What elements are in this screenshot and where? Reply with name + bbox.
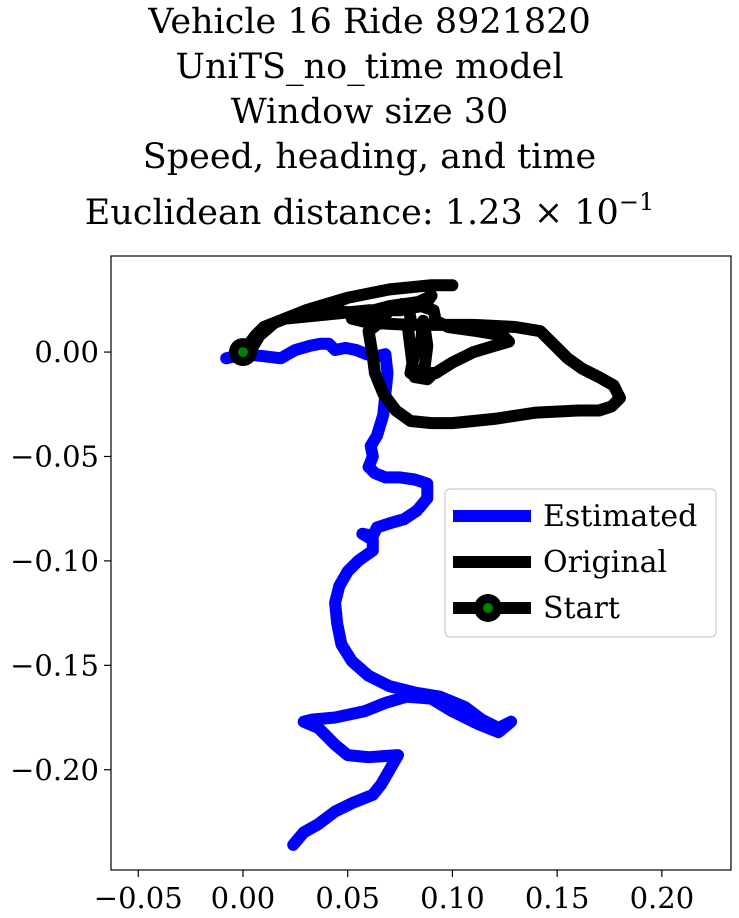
x-tick-label: −0.05 [94,881,183,915]
x-tick-label: 0.15 [525,881,590,915]
x-tick-label: 0.00 [211,881,276,915]
y-tick-label: −0.10 [10,544,99,578]
x-tick-label: 0.20 [630,881,695,915]
legend-start-marker-center [483,603,493,613]
chart-title: Vehicle 16 Ride 8921820 UniTS_no_time mo… [0,0,739,236]
title-line-2: UniTS_no_time model [175,47,564,87]
ticks-layer: −0.05 0.00 0.05 0.10 0.15 0.20 0.00 −0.05 −0.10 −… [10,335,694,915]
y-tick-label: 0.00 [34,335,99,369]
title-line-5: Euclidean distance: 1.23 × 10−1 [0,180,739,236]
title-line-1: Vehicle 16 Ride 8921820 [148,2,591,42]
y-tick-label: −0.05 [10,439,99,473]
y-tick-label: −0.20 [10,753,99,787]
start-marker-center [237,347,248,358]
legend-box [444,488,717,638]
legend-label-original: Original [543,545,667,580]
legend-label-estimated: Estimated [543,499,697,534]
legend: Estimated Original Start [444,488,717,638]
plot-frame [110,255,732,871]
x-tick-label: 0.10 [420,881,485,915]
title-line-5-exponent: −1 [618,188,655,216]
legend-label-start: Start [543,591,620,626]
series-layer [220,279,626,851]
start-layer [228,338,257,367]
y-tick-label: −0.15 [10,648,99,682]
title-line-5-text: Euclidean distance: 1.23 × 10 [84,193,619,233]
x-tick-label: 0.05 [315,881,380,915]
series-line-original [237,279,626,430]
title-line-4: Speed, heading, and time [142,137,597,177]
title-line-3: Window size 30 [230,92,509,132]
